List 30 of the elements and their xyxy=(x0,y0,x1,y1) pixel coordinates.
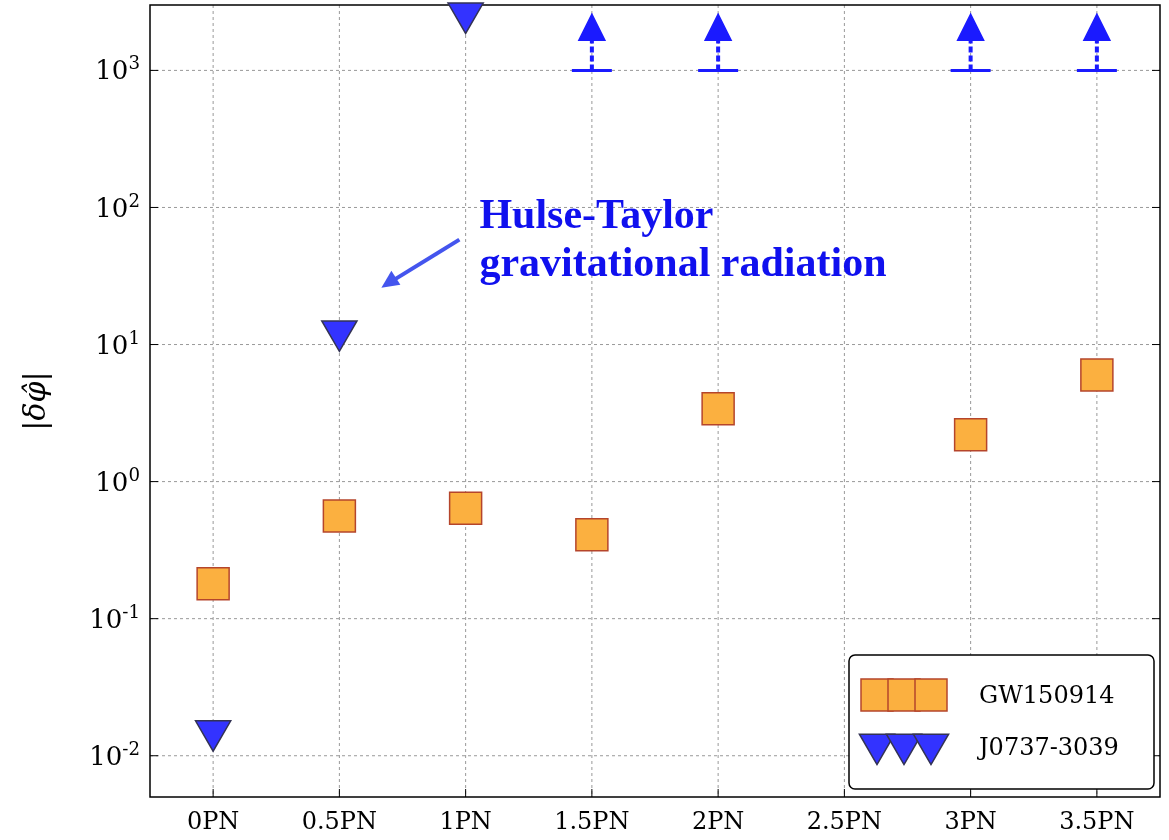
x-tick-label: 1.5PN xyxy=(554,807,630,835)
annotation: Hulse-Taylor gravitational radiation xyxy=(479,190,887,285)
x-tick-label: 2PN xyxy=(691,807,745,835)
x-tick-label: 0PN xyxy=(186,807,240,835)
point xyxy=(194,720,232,752)
point xyxy=(953,417,988,452)
point xyxy=(1083,13,1111,41)
point xyxy=(701,392,735,426)
point xyxy=(956,13,985,41)
y-tick-label: 10$^{2}$ xyxy=(95,189,140,223)
y-tick-label: 10$^{-1}$ xyxy=(89,600,140,634)
y-axis-title: |δφ̂| xyxy=(17,371,52,431)
legend-label: J0737-3039 xyxy=(976,733,1119,762)
point xyxy=(448,491,483,525)
point xyxy=(1080,358,1114,392)
x-tick-label: 3PN xyxy=(944,807,997,835)
point xyxy=(322,499,357,533)
x-tick-label: 2.5PN xyxy=(806,807,883,835)
point xyxy=(704,13,732,41)
y-tick-label: 10$^{1}$ xyxy=(95,326,140,360)
legend-label: GW150914 xyxy=(979,681,1115,710)
x-tick-label: 3.5PN xyxy=(1059,807,1135,835)
x-tick-label: 1PN xyxy=(439,807,492,835)
point xyxy=(575,517,609,552)
y-tick-label: 10$^{0}$ xyxy=(95,463,140,497)
point xyxy=(578,13,606,41)
point xyxy=(196,566,230,601)
y-tick-label: 10$^{3}$ xyxy=(95,52,140,86)
x-tick-label: 0.5PN xyxy=(301,807,378,835)
y-tick-label: 10$^{-2}$ xyxy=(89,737,140,771)
